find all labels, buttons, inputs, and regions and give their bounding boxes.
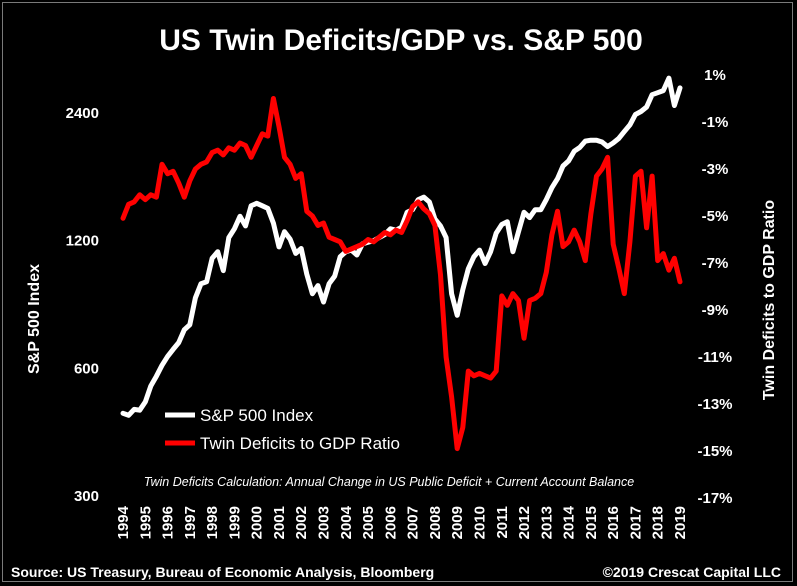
left-tick-label: 1200	[66, 233, 99, 250]
x-axis-ticks: 1994 1995 1996 1997 1998 1999 2000 2001 2002 2003…	[115, 505, 689, 539]
x-tick-label: 2010	[471, 506, 488, 539]
left-tick-label: 2400	[66, 105, 99, 122]
copyright-text: ©2019 Crescat Capital LLC	[603, 564, 781, 580]
right-tick-label: -11%	[698, 349, 732, 366]
x-tick-label: 2007	[405, 506, 422, 539]
right-tick-label: 1%	[704, 67, 726, 84]
chart-title: US Twin Deficits/GDP vs. S&P 500	[159, 24, 643, 57]
right-tick-label: -15%	[697, 443, 732, 460]
annotation-note: Twin Deficits Calculation: Annual Change…	[144, 475, 634, 489]
x-tick-label: 2006	[382, 506, 399, 539]
x-tick-label: 1998	[204, 506, 221, 539]
x-tick-label: 2011	[494, 506, 511, 539]
right-tick-label: -5%	[702, 208, 729, 225]
right-tick-label: -3%	[702, 161, 729, 178]
x-tick-label: 2002	[293, 506, 310, 539]
x-tick-label: 2014	[561, 505, 578, 539]
series-line-sp500	[120, 75, 683, 418]
source-text: Source: US Treasury, Bureau of Economic …	[11, 564, 434, 580]
x-tick-label: 2005	[360, 506, 377, 539]
legend-label-sp500: S&P 500 Index	[200, 406, 314, 425]
left-tick-label: 600	[74, 360, 99, 377]
right-axis-ticks: 1% -1% -3% -5% -7% -9% -11% -13% -15% -17%	[697, 67, 732, 507]
x-tick-label: 2008	[427, 506, 444, 539]
x-tick-label: 2012	[516, 506, 533, 539]
series-line-twin-deficits	[120, 96, 683, 452]
x-tick-label: 2015	[583, 506, 600, 539]
x-tick-label: 2016	[605, 506, 622, 539]
x-tick-label: 2013	[538, 506, 555, 539]
x-tick-label: 2017	[627, 506, 644, 539]
right-tick-label: -13%	[697, 396, 732, 413]
x-tick-label: 1996	[160, 506, 177, 539]
x-tick-label: 2004	[338, 505, 355, 539]
series-layer	[120, 75, 683, 452]
x-tick-label: 1999	[226, 506, 243, 539]
right-tick-label: -7%	[702, 255, 729, 272]
left-axis-ticks: 300 600 1200 2400	[66, 105, 99, 505]
x-tick-label: 2003	[316, 506, 333, 539]
x-tick-label: 2001	[271, 506, 288, 539]
left-axis-label: S&P 500 Index	[26, 264, 43, 374]
x-tick-label: 2000	[249, 506, 266, 539]
x-tick-label: 2019	[672, 506, 689, 539]
x-tick-label: 2009	[449, 506, 466, 539]
left-tick-label: 300	[74, 488, 99, 505]
legend-label-deficits: Twin Deficits to GDP Ratio	[200, 434, 400, 453]
right-tick-label: -9%	[702, 302, 729, 319]
x-tick-label: 1997	[182, 506, 199, 539]
legend: S&P 500 Index Twin Deficits to GDP Ratio	[165, 406, 400, 453]
x-tick-label: 1994	[115, 505, 132, 539]
chart-svg: US Twin Deficits/GDP vs. S&P 500 300 600 1…	[11, 24, 781, 580]
right-tick-label: -17%	[697, 490, 732, 507]
x-tick-label: 1995	[137, 506, 154, 539]
x-tick-label: 2018	[650, 506, 667, 539]
right-axis-label: Twin Deficits to GDP Ratio	[761, 200, 778, 401]
right-tick-label: -1%	[702, 114, 729, 131]
